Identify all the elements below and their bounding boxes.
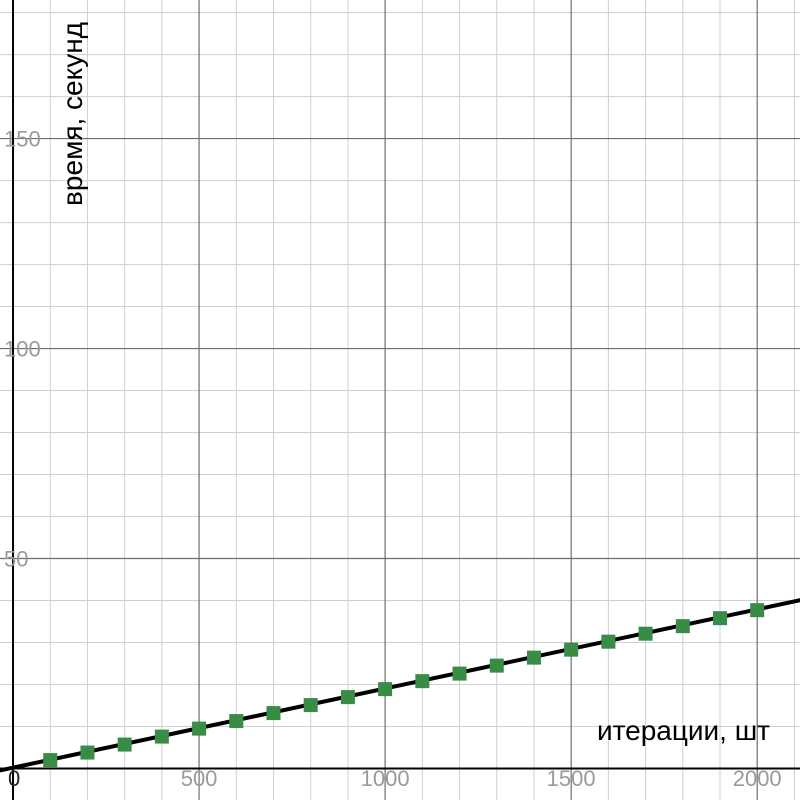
x-tick-label: 500: [181, 766, 218, 791]
data-point: [526, 650, 541, 665]
x-tick-label: 1500: [547, 766, 596, 791]
origin-label: 0: [8, 766, 20, 791]
data-point: [750, 603, 765, 618]
data-point: [192, 721, 207, 736]
data-point: [564, 642, 579, 657]
data-points: [43, 603, 765, 768]
trendline: [0, 598, 800, 773]
data-point: [713, 611, 727, 626]
x-tick-label: 2000: [733, 766, 782, 791]
data-point: [266, 706, 281, 721]
data-point: [378, 682, 393, 697]
data-point: [117, 737, 132, 752]
x-tick-label: 1000: [361, 766, 410, 791]
data-point: [601, 634, 616, 649]
y-tick-label: 100: [4, 337, 41, 362]
data-point: [43, 753, 58, 768]
data-point: [415, 674, 430, 689]
data-point: [303, 698, 318, 713]
data-point: [80, 745, 95, 760]
y-axis-label: время, секунд: [57, 22, 88, 206]
data-point: [452, 666, 467, 681]
data-point: [489, 658, 504, 673]
data-point: [154, 729, 169, 744]
data-point: [638, 626, 653, 641]
y-tick-label: 150: [4, 127, 41, 152]
x-axis-label: итерации, шт: [597, 715, 770, 746]
y-tick-label: 50: [4, 547, 28, 572]
tick-labels: 500 1000 1500 2000 50 100 150: [4, 127, 782, 791]
data-point: [675, 619, 690, 634]
data-point: [229, 714, 244, 729]
trendline-layer: [0, 598, 800, 773]
data-point: [340, 690, 355, 705]
